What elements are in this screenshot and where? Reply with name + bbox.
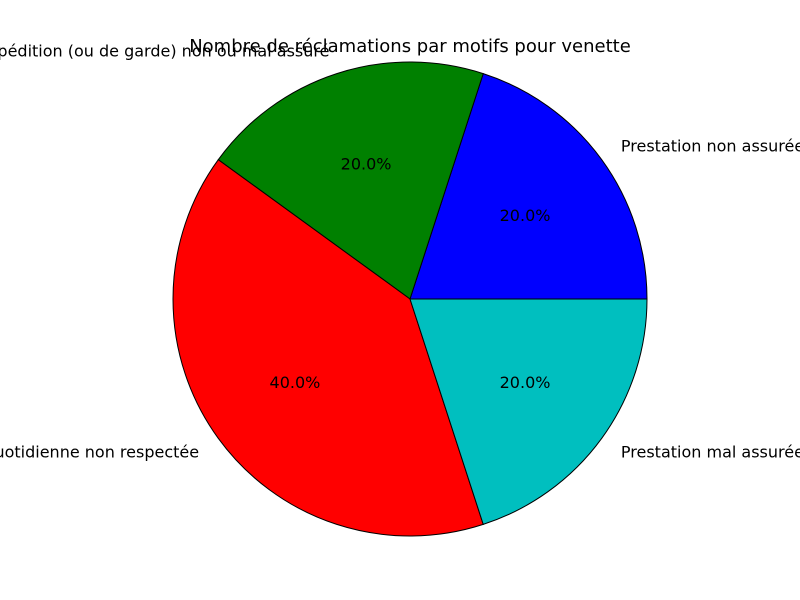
- pie-labels: 20.0% Prestation non assurée 20.0% Collecte…: [0, 42, 800, 462]
- pie-slice: [172, 158, 484, 537]
- slice-category-label: Collecte quotidienne non respectée: [0, 443, 199, 462]
- slice-category-label: Collecte d'expédition (ou de garde) non …: [0, 42, 329, 61]
- pie-slice: [217, 61, 484, 300]
- pie-slice: [409, 72, 648, 300]
- chart-title: Nombre de réclamations par motifs pour v…: [189, 36, 631, 57]
- slice-category-label: Prestation non assurée: [621, 136, 800, 155]
- pie-slice: [409, 298, 648, 526]
- slice-percent-label: 20.0%: [341, 154, 392, 173]
- slice-percent-label: 40.0%: [270, 373, 321, 392]
- slice-percent-label: 20.0%: [500, 373, 551, 392]
- pie-slices: [172, 61, 648, 537]
- slice-percent-label: 20.0%: [500, 206, 551, 225]
- slice-category-label: Prestation mal assurée: [621, 443, 800, 462]
